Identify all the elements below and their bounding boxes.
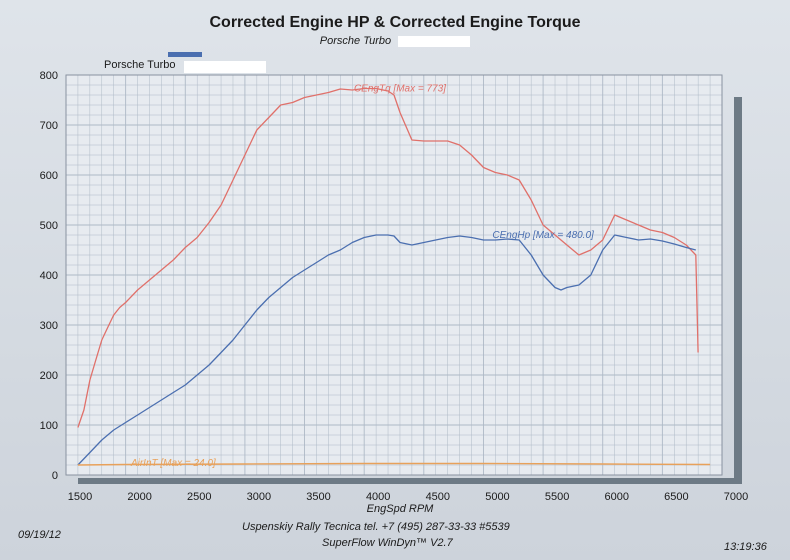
x-tick-label: 6500: [664, 491, 688, 503]
chart-subtitle: Porsche Turbo: [0, 35, 790, 47]
y-tick-label: 200: [40, 370, 58, 382]
x-tick-label: 7000: [724, 491, 748, 503]
footer-date: 09/19/12: [18, 529, 61, 541]
y-tick-label: 500: [40, 220, 58, 232]
y-tick-label: 800: [40, 70, 58, 82]
footer-company: Uspenskiy Rally Tecnica tel. +7 (495) 28…: [242, 521, 510, 533]
x-tick-label: 3000: [247, 491, 271, 503]
y-tick-label: 400: [40, 270, 58, 282]
x-tick-label: 2000: [127, 491, 151, 503]
x-tick-label: 5500: [545, 491, 569, 503]
series-line-cenghp: [77, 234, 696, 466]
annotation-layer: CEngTq [Max = 773] CEngHp [Max = 480.0] Ai…: [130, 84, 594, 470]
x-tick-label: 4500: [426, 491, 450, 503]
plot-border: [65, 74, 723, 476]
x-tick-label: 6000: [604, 491, 628, 503]
series-annotation-cenghp: CEngHp [Max = 480.0]: [492, 230, 594, 241]
series-line-cengtq: [77, 87, 699, 428]
footer-time: 13:19:36: [724, 541, 767, 553]
series-annotation-cengtq: CEngTq [Max = 773]: [354, 84, 446, 95]
x-tick-label: 4000: [366, 491, 390, 503]
y-tick-label: 0: [52, 470, 58, 482]
plot-shadow-right: [734, 97, 742, 481]
subtitle-text: Porsche Turbo: [319, 35, 392, 47]
x-tick-label: 3500: [306, 491, 330, 503]
y-tick-label: 300: [40, 320, 58, 332]
chart-title: Corrected Engine HP & Corrected Engine T…: [209, 14, 581, 31]
y-tick-label: 700: [40, 120, 58, 132]
tick-layer: 0 100 200 300 400 500 600 700 800 1500 2000 2500 300…: [40, 70, 749, 515]
footer-software: SuperFlow WinDyn™ V2.7: [322, 537, 453, 549]
x-axis-label: EngSpd RPM: [367, 503, 434, 515]
legend-label: Porsche Turbo: [104, 59, 176, 71]
x-tick-label: 1500: [68, 491, 92, 503]
legend-swatch: [168, 52, 202, 57]
x-tick-label: 5000: [485, 491, 509, 503]
series-annotation-airint: AirInT [Max = 24.0]: [130, 458, 216, 469]
redacted-subtitle-block: [398, 35, 471, 47]
series-line-airint: [77, 462, 711, 466]
plot-shadow-bottom: [78, 478, 742, 484]
redacted-legend-block: [184, 61, 266, 73]
grid-layer: [65, 74, 723, 476]
x-tick-label: 2500: [187, 491, 211, 503]
frame-layer: [65, 74, 742, 484]
y-tick-label: 100: [40, 420, 58, 432]
y-tick-label: 600: [40, 170, 58, 182]
legend-label-text: Porsche Turbo: [104, 59, 176, 71]
series-layer: [77, 87, 711, 466]
